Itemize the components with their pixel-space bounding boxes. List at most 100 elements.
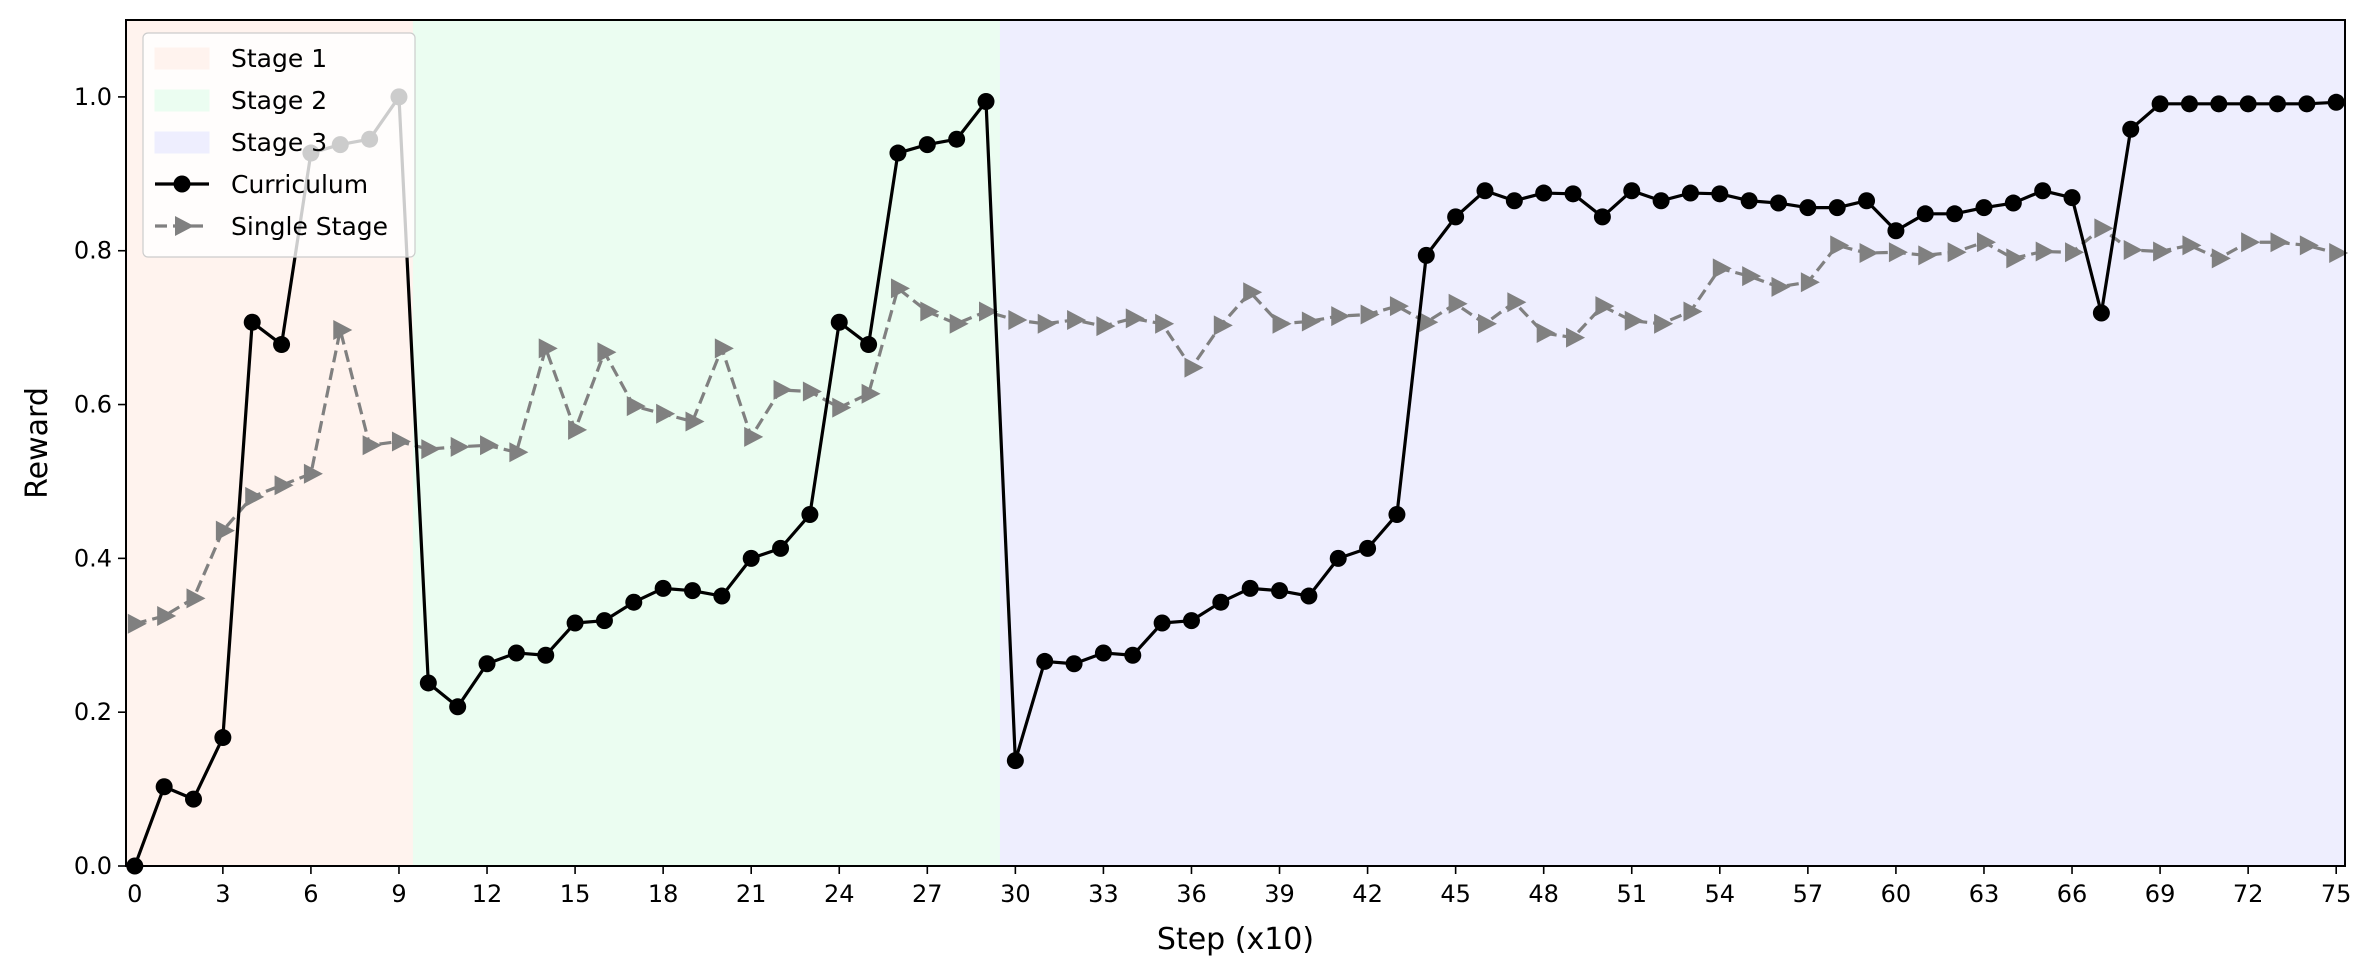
data-point-single-stage: [597, 342, 617, 363]
data-point-single-stage: [245, 486, 265, 507]
data-point-curriculum: [1182, 612, 1200, 630]
data-point-single-stage: [744, 426, 764, 447]
data-point-curriculum: [2092, 304, 2110, 322]
data-point-single-stage: [1947, 242, 1967, 263]
data-point-curriculum: [1241, 579, 1259, 597]
data-point-curriculum: [214, 729, 232, 747]
data-point-single-stage: [1243, 282, 1263, 303]
data-point-single-stage: [1037, 313, 1057, 334]
legend-marker-curriculum: [173, 175, 191, 193]
data-point-single-stage: [538, 338, 558, 359]
x-tick-label: 12: [472, 880, 503, 908]
data-point-curriculum: [1564, 185, 1582, 203]
data-point-single-stage: [2270, 232, 2290, 253]
data-point-single-stage: [656, 403, 676, 424]
data-point-single-stage: [1566, 327, 1586, 348]
data-point-curriculum: [595, 612, 613, 630]
data-point-curriculum: [1417, 246, 1435, 264]
data-point-curriculum: [2268, 95, 2286, 113]
data-point-single-stage: [1830, 235, 1850, 256]
legend-box: [142, 32, 416, 258]
data-point-curriculum: [273, 336, 291, 354]
legend-swatch-stage-3: [154, 131, 210, 154]
data-point-single-stage: [2035, 241, 2055, 262]
data-point-curriculum: [1094, 644, 1112, 662]
data-point-single-stage: [1389, 296, 1409, 317]
y-axis-ticks: 0.0 0.2 0.4 0.6 0.8 1.0: [74, 83, 126, 880]
data-point-single-stage: [979, 301, 999, 322]
data-point-curriculum: [1799, 199, 1817, 217]
series-curriculum: [126, 88, 2345, 875]
data-point-single-stage: [1067, 309, 1087, 330]
data-point-single-stage: [832, 397, 852, 418]
y-tick-label: 0.6: [74, 391, 112, 419]
data-point-curriculum: [772, 539, 790, 557]
data-point-curriculum: [1535, 184, 1553, 202]
data-point-single-stage: [2153, 241, 2173, 262]
data-point-single-stage: [1213, 315, 1233, 336]
x-tick-label: 15: [560, 880, 591, 908]
data-point-single-stage: [391, 431, 411, 452]
data-point-curriculum: [625, 593, 643, 611]
data-point-single-stage: [1272, 313, 1292, 334]
data-point-single-stage: [450, 436, 470, 457]
data-point-single-stage: [421, 439, 441, 460]
legend: Stage 1 Stage 2 Stage 3 Curriculum Single St…: [142, 32, 416, 258]
data-point-single-stage: [2006, 248, 2026, 269]
legend-label-single-stage: Single Stage: [231, 212, 388, 241]
data-point-curriculum: [1593, 208, 1611, 226]
x-tick-label: 60: [1881, 880, 1912, 908]
legend-label-stage-2: Stage 2: [231, 86, 327, 115]
data-point-curriculum: [830, 313, 848, 331]
data-point-single-stage: [1419, 312, 1439, 333]
data-point-single-stage: [1654, 313, 1674, 334]
stage-region-2: [413, 20, 1001, 866]
data-point-curriculum: [2210, 95, 2228, 113]
x-tick-label: 6: [303, 880, 318, 908]
data-point-curriculum: [2122, 120, 2140, 138]
data-point-single-stage: [1507, 292, 1527, 313]
x-tick-label: 0: [127, 880, 142, 908]
series-line-single-stage: [134, 226, 2337, 626]
data-point-single-stage: [802, 381, 822, 402]
data-point-curriculum: [2034, 182, 2052, 200]
data-point-single-stage: [362, 435, 382, 456]
data-point-curriculum: [1623, 182, 1641, 200]
data-point-curriculum: [1946, 205, 1964, 223]
data-point-curriculum: [478, 655, 496, 673]
data-point-curriculum: [1711, 185, 1729, 203]
data-point-curriculum: [2298, 95, 2316, 113]
x-tick-label: 51: [1616, 880, 1647, 908]
legend-label-stage-3: Stage 3: [231, 128, 327, 157]
data-point-single-stage: [2241, 232, 2261, 253]
x-tick-label: 21: [736, 880, 767, 908]
legend-label-stage-1: Stage 1: [231, 44, 327, 73]
series-single-stage: [127, 218, 2349, 634]
data-point-single-stage: [274, 475, 294, 496]
data-point-curriculum: [2239, 95, 2257, 113]
data-point-curriculum: [1476, 182, 1494, 200]
x-tick-label: 72: [2233, 880, 2264, 908]
data-point-single-stage: [1301, 311, 1321, 332]
data-point-single-stage: [157, 606, 177, 627]
x-tick-label: 42: [1352, 880, 1383, 908]
data-point-single-stage: [1536, 323, 1556, 344]
data-point-single-stage: [127, 613, 147, 634]
data-point-single-stage: [1683, 301, 1703, 322]
data-point-curriculum: [1300, 587, 1318, 605]
x-tick-label: 39: [1264, 880, 1295, 908]
x-tick-label: 69: [2145, 880, 2176, 908]
data-point-single-stage: [1477, 313, 1497, 334]
stage-region-3: [1000, 20, 2345, 866]
data-point-single-stage: [1184, 357, 1204, 378]
data-point-curriculum: [1858, 192, 1876, 210]
data-point-single-stage: [1771, 276, 1791, 297]
data-point-single-stage: [2123, 239, 2143, 260]
data-point-curriculum: [449, 698, 467, 716]
data-point-single-stage: [2094, 218, 2114, 239]
data-point-single-stage: [2182, 235, 2202, 256]
data-point-single-stage: [1888, 242, 1908, 263]
data-point-curriculum: [948, 130, 966, 148]
data-point-single-stage: [509, 442, 529, 463]
